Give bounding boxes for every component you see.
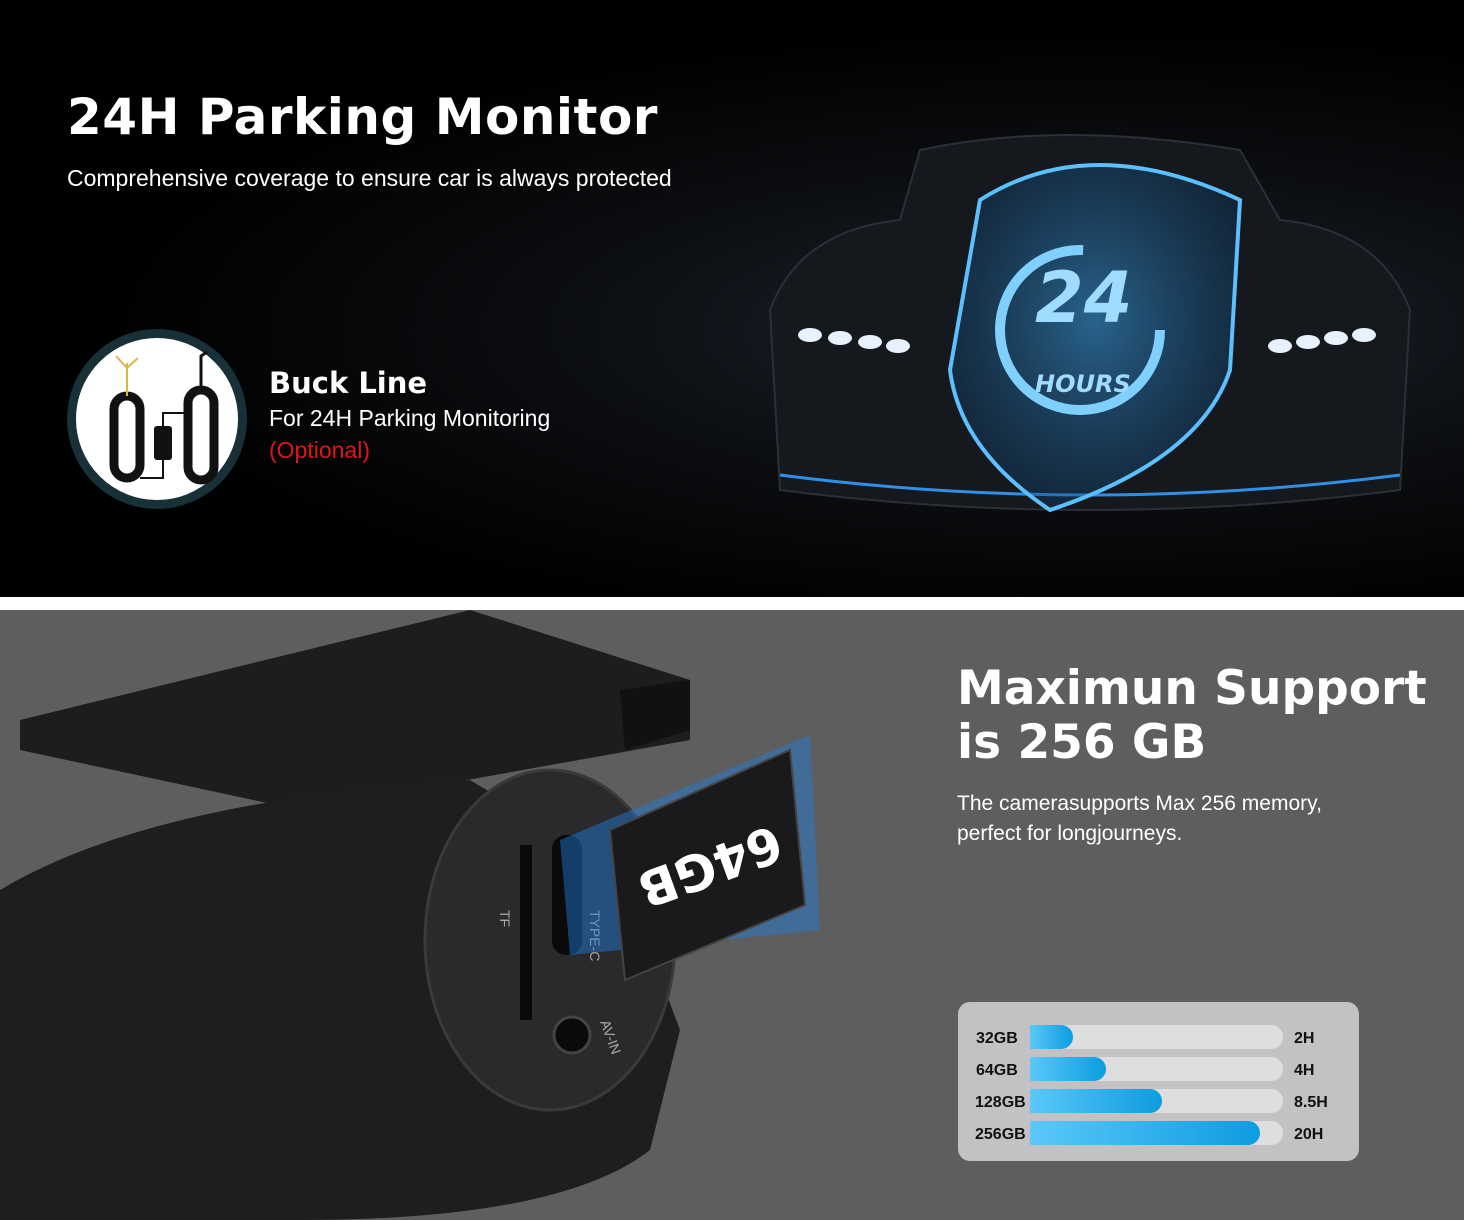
storage-title: Maximun Support is 256 GB xyxy=(957,662,1427,770)
headlight-right xyxy=(1268,328,1376,353)
capacity-label: 256GB xyxy=(975,1126,1026,1143)
storage-row: 256GB 20H xyxy=(958,1121,1359,1147)
recording-time-panel: 32GB 2H 64GB 4H 128GB 8.5H 256GB 20H xyxy=(958,1002,1359,1161)
camera-mount xyxy=(20,610,690,810)
capacity-label: 32GB xyxy=(976,1030,1018,1047)
car-shield-illustration: 24 HOURS xyxy=(768,134,1412,513)
badge-hours: HOURS xyxy=(1035,370,1131,398)
parking-monitor-section: 24H Parking Monitor Comprehensive covera… xyxy=(0,0,1464,597)
bar-track xyxy=(1030,1121,1283,1145)
buck-line-image xyxy=(67,329,247,509)
bar-fill xyxy=(1030,1089,1162,1113)
dashcam-illustration: TF TYPE-C AV-IN 64GB xyxy=(0,610,820,1220)
duration-label: 4H xyxy=(1294,1062,1315,1079)
duration-label: 20H xyxy=(1294,1126,1324,1143)
badge-24: 24 xyxy=(1035,257,1132,339)
shield-icon xyxy=(947,163,1243,513)
bar-fill xyxy=(1030,1057,1106,1081)
storage-title-line2: is 256 GB xyxy=(957,715,1207,770)
storage-row: 128GB 8.5H xyxy=(958,1089,1359,1115)
parking-subtitle: Comprehensive coverage to ensure car is … xyxy=(67,165,672,191)
storage-title-line1: Maximun Support xyxy=(957,661,1427,716)
storage-row: 64GB 4H xyxy=(958,1057,1359,1083)
port-label-typec: TYPE-C xyxy=(587,910,603,961)
clock-arc xyxy=(995,245,1165,415)
storage-description: The camerasupports Max 256 memory, perfe… xyxy=(957,789,1322,849)
capacity-label: 64GB xyxy=(976,1062,1018,1079)
headlight-left xyxy=(798,328,910,353)
cable-icon xyxy=(109,350,219,485)
port-label-tf: TF xyxy=(497,910,513,927)
bar-track xyxy=(1030,1025,1283,1049)
parking-title: 24H Parking Monitor xyxy=(67,88,658,146)
bar-fill xyxy=(1030,1025,1073,1049)
buck-line-subtitle: For 24H Parking Monitoring xyxy=(269,405,551,431)
buck-line-title: Buck Line xyxy=(269,366,428,400)
bar-fill xyxy=(1030,1121,1261,1145)
duration-label: 2H xyxy=(1294,1030,1315,1047)
storage-description-line2: perfect for longjourneys. xyxy=(957,822,1183,845)
buck-line-optional: (Optional) xyxy=(269,437,370,463)
sd-card-icon xyxy=(608,748,807,982)
capacity-label: 128GB xyxy=(975,1094,1026,1111)
bar-track xyxy=(1030,1089,1283,1113)
duration-label: 8.5H xyxy=(1294,1094,1328,1111)
bar-track xyxy=(1030,1057,1283,1081)
storage-description-line1: The camerasupports Max 256 memory, xyxy=(957,792,1322,815)
storage-row: 32GB 2H xyxy=(958,1025,1359,1051)
